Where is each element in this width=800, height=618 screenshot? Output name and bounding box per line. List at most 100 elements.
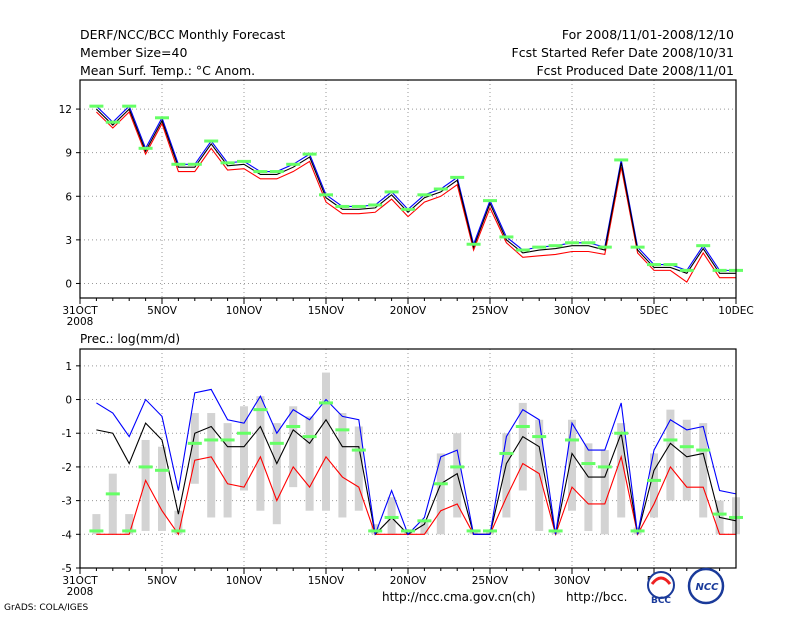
temp-marker-39 bbox=[712, 268, 727, 272]
temp-xtick-label-8: 10DEC bbox=[718, 305, 753, 317]
bcc-logo-arc bbox=[650, 576, 672, 585]
prec-marker-10 bbox=[237, 431, 251, 435]
prec-marker-5 bbox=[155, 468, 169, 472]
footer-url-bcc[interactable]: http://bcc. bbox=[566, 590, 628, 604]
temp-marker-35 bbox=[647, 263, 661, 267]
prec-marker-4 bbox=[138, 465, 153, 469]
temp-marker-23 bbox=[450, 175, 465, 179]
footer-url-ncc[interactable]: http://ncc.cma.gov.cn(ch) bbox=[382, 590, 536, 604]
temp-marker-3 bbox=[122, 104, 137, 108]
prec-marker-35 bbox=[647, 478, 661, 482]
prec-bar-6 bbox=[174, 510, 183, 535]
prec-marker-14 bbox=[302, 435, 317, 439]
temp-marker-15 bbox=[319, 193, 333, 197]
prec-marker-27 bbox=[515, 424, 530, 428]
prec-bar-19 bbox=[387, 497, 396, 535]
prec-marker-28 bbox=[532, 435, 547, 439]
prec-bar-32 bbox=[600, 450, 609, 535]
grads-credit: GrADS: COLA/IGES bbox=[4, 603, 89, 613]
prec-bar-20 bbox=[404, 530, 412, 535]
temp-marker-16 bbox=[335, 204, 350, 208]
prec-marker-16 bbox=[335, 428, 350, 432]
prec-line-lower bbox=[96, 454, 736, 537]
prec-marker-30 bbox=[565, 438, 579, 442]
bcc-logo-text: BCC bbox=[651, 596, 671, 606]
prec-ytick-label-1: -4 bbox=[62, 529, 73, 541]
temp-xtick-label-5: 25NOV bbox=[472, 305, 509, 317]
temp-marker-28 bbox=[532, 245, 547, 249]
temp-marker-8 bbox=[204, 139, 219, 143]
prec-bar-27 bbox=[518, 402, 527, 491]
temp-marker-13 bbox=[286, 162, 301, 166]
temp-marker-31 bbox=[581, 241, 596, 245]
prec-marker-19 bbox=[384, 515, 399, 519]
prec-bar-22 bbox=[436, 453, 445, 535]
prec-marker-15 bbox=[319, 401, 333, 405]
temp-marker-36 bbox=[663, 263, 678, 267]
prec-marker-2 bbox=[105, 492, 120, 496]
prec-bar-9 bbox=[223, 423, 232, 518]
prec-ytick-label-6: 1 bbox=[65, 361, 72, 373]
member-size: Member Size=40 bbox=[80, 45, 188, 60]
temp-marker-2 bbox=[105, 120, 120, 124]
temp-marker-11 bbox=[253, 170, 268, 174]
temp-ytick-label-4: 12 bbox=[59, 104, 72, 116]
prec-marker-17 bbox=[351, 448, 366, 452]
prec-bar-13 bbox=[289, 406, 298, 488]
temp-ytick-label-2: 6 bbox=[65, 191, 72, 203]
prec-xtick-label-0: 31OCT bbox=[62, 575, 98, 587]
prec-marker-29 bbox=[548, 529, 563, 533]
prec-bar-14 bbox=[305, 416, 314, 511]
prec-marker-33 bbox=[614, 431, 629, 435]
temp-xyear: 2008 bbox=[67, 316, 94, 328]
temp-marker-12 bbox=[269, 170, 284, 174]
temp-xtick-label-7: 5DEC bbox=[640, 305, 669, 317]
temp-xtick-label-0: 31OCT bbox=[62, 305, 98, 317]
prec-bar-2 bbox=[108, 473, 117, 535]
prec-bar-36 bbox=[666, 409, 675, 501]
variable-label: Mean Surf. Temp.: °C Anom. bbox=[80, 63, 256, 78]
prec-ytick-label-0: -5 bbox=[62, 563, 72, 575]
prec-marker-21 bbox=[417, 519, 432, 523]
temp-marker-26 bbox=[499, 235, 514, 239]
ncc-logo: NCC bbox=[687, 567, 725, 605]
temp-marker-29 bbox=[548, 244, 563, 248]
temp-marker-27 bbox=[515, 248, 530, 252]
temp-marker-18 bbox=[368, 203, 383, 207]
prec-marker-39 bbox=[712, 512, 727, 516]
prec-ytick-label-5: 0 bbox=[65, 395, 72, 407]
temp-marker-19 bbox=[384, 190, 399, 194]
prec-bar-5 bbox=[158, 446, 166, 531]
temp-marker-38 bbox=[696, 244, 711, 248]
prec-ytick-label-2: -3 bbox=[62, 496, 72, 508]
forecast-period: For 2008/11/01-2008/12/10 bbox=[561, 27, 734, 42]
prec-bar-10 bbox=[240, 406, 248, 491]
prec-marker-25 bbox=[483, 529, 497, 533]
temp-marker-20 bbox=[401, 207, 415, 211]
prec-bar-15 bbox=[322, 372, 330, 511]
temp-marker-7 bbox=[187, 162, 202, 166]
prec-xyear: 2008 bbox=[67, 586, 94, 598]
prec-marker-1 bbox=[89, 529, 104, 533]
prec-marker-26 bbox=[499, 451, 514, 455]
temp-marker-10 bbox=[237, 159, 251, 163]
prec-xtick-label-2: 10NOV bbox=[226, 575, 263, 587]
chart-title: DERF/NCC/BCC Monthly Forecast bbox=[80, 27, 286, 42]
prec-xtick-label-6: 30NOV bbox=[554, 575, 591, 587]
prec-xtick-label-5: 25NOV bbox=[472, 575, 509, 587]
temp-marker-21 bbox=[417, 193, 432, 197]
temp-marker-30 bbox=[565, 241, 579, 245]
temp-ytick-label-1: 3 bbox=[65, 235, 72, 247]
temp-marker-1 bbox=[89, 104, 104, 108]
prec-marker-36 bbox=[663, 438, 678, 442]
prec-bar-1 bbox=[92, 514, 101, 535]
prec-bar-11 bbox=[256, 396, 265, 511]
temp-marker-24 bbox=[466, 242, 481, 246]
prec-bar-31 bbox=[584, 443, 593, 531]
prec-bar-4 bbox=[141, 439, 150, 531]
temp-xtick-label-1: 5NOV bbox=[147, 305, 178, 317]
prec-bar-3 bbox=[125, 514, 134, 535]
prec-marker-7 bbox=[187, 441, 202, 445]
temp-marker-9 bbox=[220, 161, 235, 165]
